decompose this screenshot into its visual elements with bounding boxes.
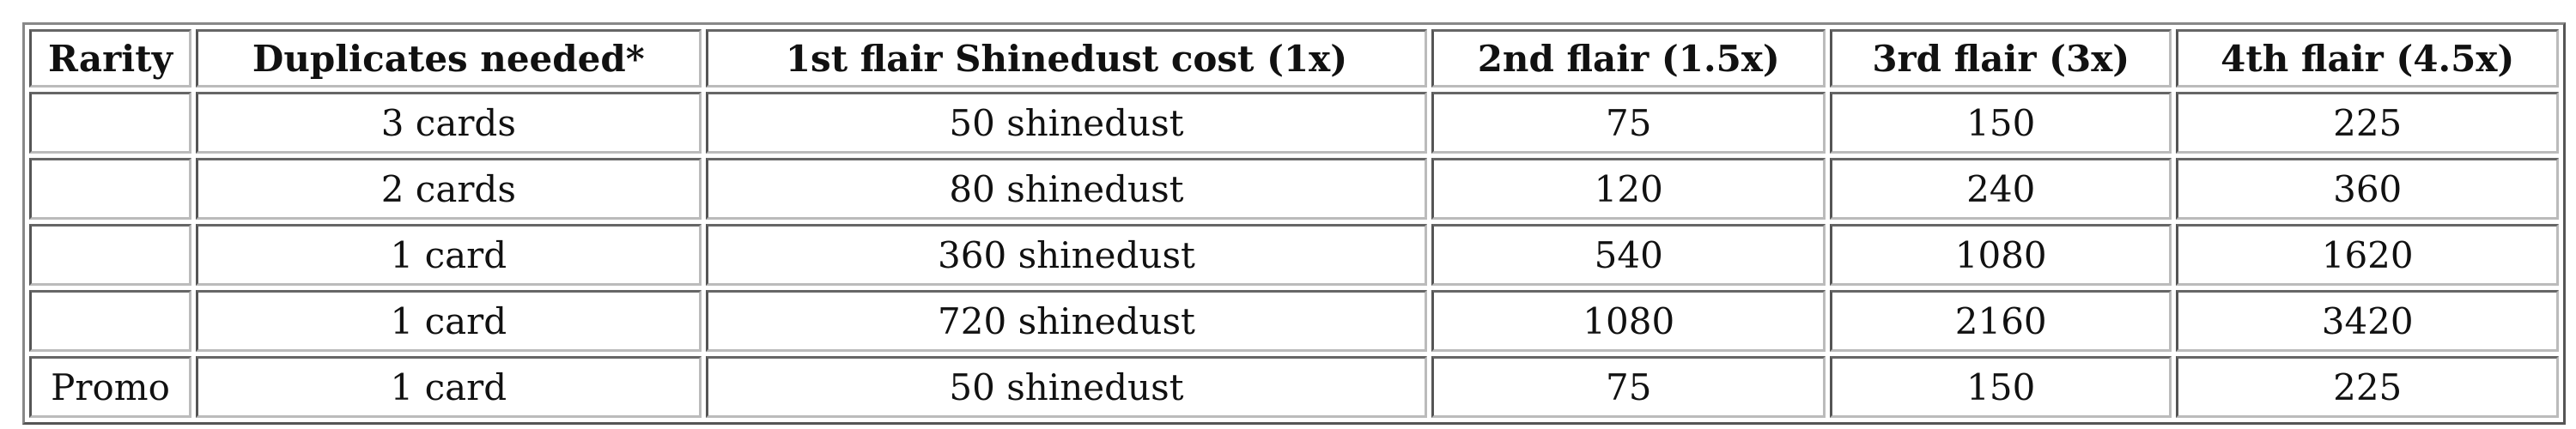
cell-first-flair-cost: 720 shinedust bbox=[705, 290, 1428, 352]
column-header-third-flair-cost: 3rd flair (3x) bbox=[1830, 29, 2172, 88]
table-row: 1 card 720 shinedust 1080 2160 3420 bbox=[29, 290, 2559, 352]
table-row: 3 cards 50 shinedust 75 150 225 bbox=[29, 92, 2559, 154]
table-row: 1 card 360 shinedust 540 1080 1620 bbox=[29, 224, 2559, 286]
cell-duplicates-needed: 1 card bbox=[196, 224, 702, 286]
column-header-first-flair-cost: 1st flair Shinedust cost (1x) bbox=[705, 29, 1428, 88]
column-header-second-flair-cost: 2nd flair (1.5x) bbox=[1431, 29, 1826, 88]
cell-second-flair-cost: 1080 bbox=[1431, 290, 1826, 352]
cell-duplicates-needed: 2 cards bbox=[196, 158, 702, 220]
cell-duplicates-needed: 3 cards bbox=[196, 92, 702, 154]
cell-third-flair-cost: 150 bbox=[1830, 356, 2172, 418]
cell-fourth-flair-cost: 225 bbox=[2176, 92, 2559, 154]
cell-fourth-flair-cost: 1620 bbox=[2176, 224, 2559, 286]
cell-fourth-flair-cost: 360 bbox=[2176, 158, 2559, 220]
cell-rarity bbox=[29, 158, 192, 220]
cell-rarity bbox=[29, 92, 192, 154]
table-row: 2 cards 80 shinedust 120 240 360 bbox=[29, 158, 2559, 220]
cell-duplicates-needed: 1 card bbox=[196, 356, 702, 418]
column-header-fourth-flair-cost: 4th flair (4.5x) bbox=[2176, 29, 2559, 88]
cell-fourth-flair-cost: 225 bbox=[2176, 356, 2559, 418]
cell-third-flair-cost: 240 bbox=[1830, 158, 2172, 220]
flair-cost-table: Rarity Duplicates needed* 1st flair Shined… bbox=[22, 22, 2566, 425]
cell-second-flair-cost: 120 bbox=[1431, 158, 1826, 220]
table-row: Promo 1 card 50 shinedust 75 150 225 bbox=[29, 356, 2559, 418]
column-header-duplicates-needed: Duplicates needed* bbox=[196, 29, 702, 88]
cell-rarity bbox=[29, 290, 192, 352]
cell-first-flair-cost: 50 shinedust bbox=[705, 356, 1428, 418]
cell-second-flair-cost: 75 bbox=[1431, 92, 1826, 154]
cell-first-flair-cost: 50 shinedust bbox=[705, 92, 1428, 154]
cell-second-flair-cost: 75 bbox=[1431, 356, 1826, 418]
cell-second-flair-cost: 540 bbox=[1431, 224, 1826, 286]
cell-first-flair-cost: 360 shinedust bbox=[705, 224, 1428, 286]
cell-duplicates-needed: 1 card bbox=[196, 290, 702, 352]
cell-fourth-flair-cost: 3420 bbox=[2176, 290, 2559, 352]
cell-rarity: Promo bbox=[29, 356, 192, 418]
cell-third-flair-cost: 2160 bbox=[1830, 290, 2172, 352]
cell-rarity bbox=[29, 224, 192, 286]
cell-third-flair-cost: 150 bbox=[1830, 92, 2172, 154]
cell-third-flair-cost: 1080 bbox=[1830, 224, 2172, 286]
cell-first-flair-cost: 80 shinedust bbox=[705, 158, 1428, 220]
header-row: Rarity Duplicates needed* 1st flair Shined… bbox=[29, 29, 2559, 88]
column-header-rarity: Rarity bbox=[29, 29, 192, 88]
